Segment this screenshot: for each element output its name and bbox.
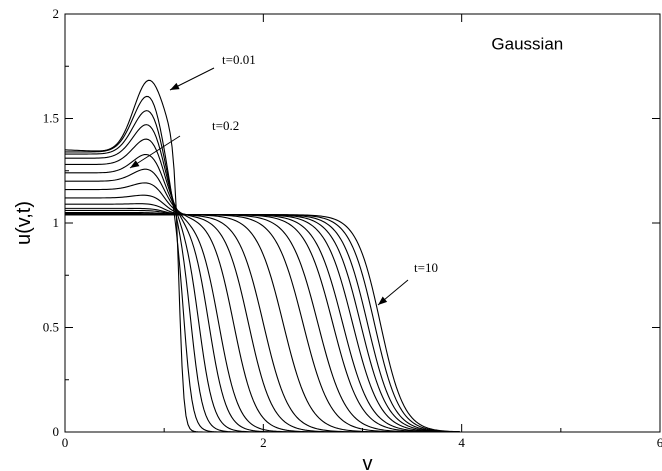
y-tick-label: 1.5 [43, 111, 59, 126]
annotation-arrow [129, 135, 181, 169]
annotation-label: t=0.01 [222, 52, 256, 67]
series-line [65, 138, 460, 433]
series-line [65, 182, 460, 433]
series-line [65, 212, 460, 433]
annotation-label: t=0.2 [212, 118, 239, 133]
arrowhead [130, 160, 140, 168]
ticks-group: 0 2 4 6 0 0.5 1 1.5 2 [43, 6, 662, 450]
y-tick-label: 2 [53, 6, 60, 21]
curves-group [64, 79, 460, 433]
series-line [65, 214, 460, 433]
x-tick-label: 4 [458, 435, 465, 450]
x-tick-label: 6 [657, 435, 662, 450]
series-line [65, 209, 460, 433]
series-line [65, 194, 460, 433]
annotation-label: t=10 [414, 260, 438, 275]
series-line [65, 110, 460, 433]
series-line [65, 153, 460, 433]
plot-frame [64, 13, 661, 433]
x-tick-label: 0 [62, 435, 69, 450]
annotations-group: t=0.01 t=0.2 t=10 [129, 52, 438, 306]
arrowhead [170, 82, 180, 90]
y-tick-label: 0.5 [43, 320, 59, 335]
x-tick-label: 2 [260, 435, 267, 450]
x-axis-title: v [363, 453, 373, 471]
series-line [65, 124, 460, 433]
y-tick-label: 0 [53, 424, 60, 439]
y-axis-title: u(v,t) [13, 201, 35, 245]
arrowhead [378, 296, 388, 305]
y-tick-label: 1 [53, 215, 60, 230]
legend-label: Gaussian [491, 35, 563, 54]
